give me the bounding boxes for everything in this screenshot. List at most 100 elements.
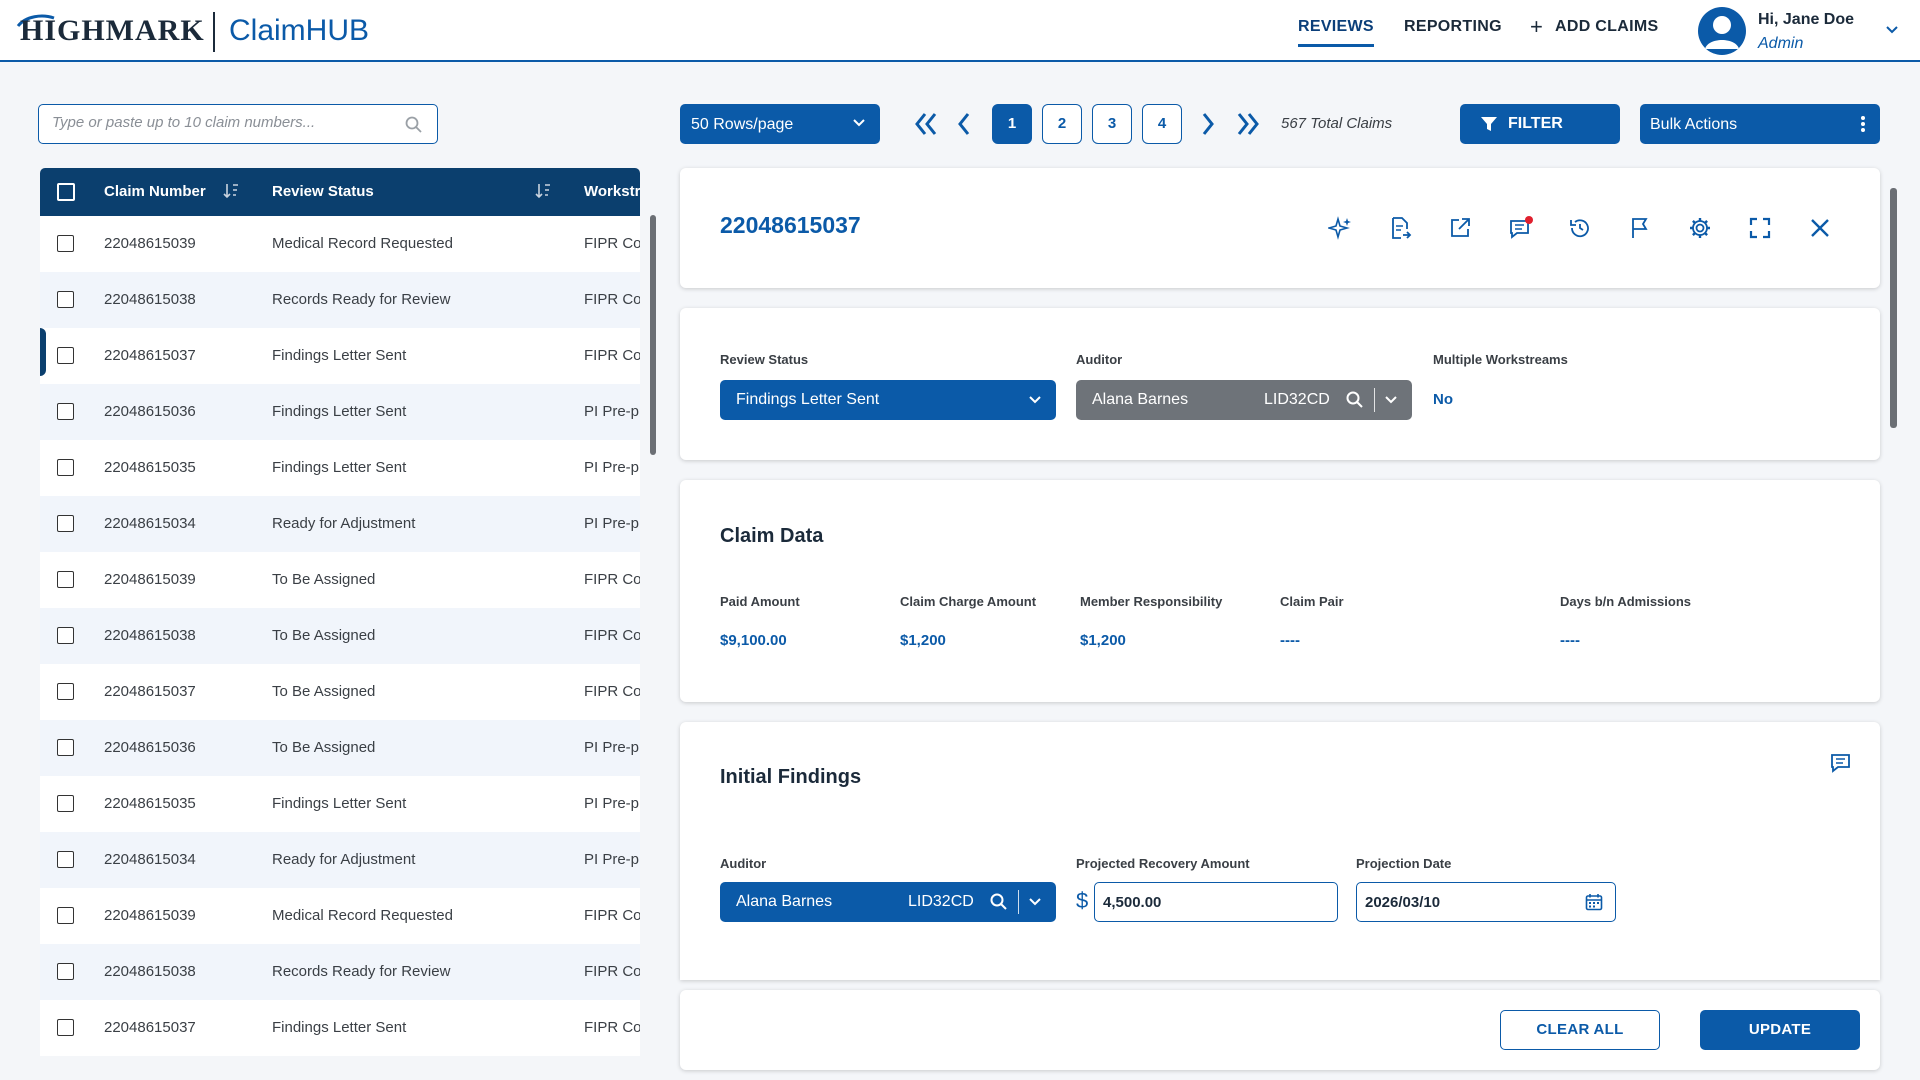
table-row[interactable]: 22048615039 Medical Record Requested FIPR … — [40, 216, 640, 272]
row-checkbox[interactable] — [57, 907, 74, 924]
page-button-2[interactable]: 2 — [1042, 104, 1082, 144]
projection-date-field[interactable] — [1356, 882, 1616, 922]
chevron-down-icon — [853, 119, 865, 127]
projection-date-input[interactable] — [1365, 894, 1515, 911]
table-row[interactable]: 22048615034 Ready for Adjustment PI Pre-p — [40, 496, 640, 552]
list-scrollbar[interactable] — [650, 215, 656, 455]
col-workstream[interactable]: Workstream — [584, 183, 640, 200]
workstream-cell: PI Pre-p — [584, 851, 640, 868]
row-checkbox[interactable] — [57, 795, 74, 812]
page-button-3[interactable]: 3 — [1092, 104, 1132, 144]
first-page-icon[interactable] — [912, 110, 940, 138]
bulk-actions-button[interactable]: Bulk Actions — [1640, 104, 1880, 144]
table-row[interactable]: 22048615038 To Be Assigned FIPR Co — [40, 608, 640, 664]
calendar-icon[interactable] — [1585, 893, 1603, 911]
table-row[interactable]: 22048615036 To Be Assigned PI Pre-p — [40, 720, 640, 776]
row-checkbox[interactable] — [57, 515, 74, 532]
nav-reporting[interactable]: REPORTING — [1404, 18, 1502, 36]
row-checkbox[interactable] — [57, 403, 74, 420]
claim-data-heading: Claim Data — [720, 525, 824, 547]
chevron-down-icon[interactable] — [1028, 897, 1042, 907]
page-button-1[interactable]: 1 — [992, 104, 1032, 144]
projected-recovery-input[interactable] — [1103, 894, 1253, 911]
chevron-down-icon[interactable] — [1884, 24, 1900, 36]
row-checkbox[interactable] — [57, 739, 74, 756]
flag-icon[interactable] — [1628, 216, 1652, 240]
user-avatar[interactable] — [1698, 7, 1746, 55]
comment-icon[interactable] — [1830, 752, 1852, 774]
table-row[interactable]: 22048615038 Records Ready for Review FIPR … — [40, 944, 640, 1000]
filter-button[interactable]: FILTER — [1460, 104, 1620, 144]
chevron-down-icon[interactable] — [1384, 395, 1398, 405]
row-checkbox[interactable] — [57, 683, 74, 700]
fullscreen-icon[interactable] — [1748, 216, 1772, 240]
claim-number-cell: 22048615035 — [104, 459, 196, 476]
history-icon[interactable] — [1568, 216, 1592, 240]
sparkle-ai-icon[interactable] — [1328, 216, 1352, 240]
multiple-workstreams-value: No — [1433, 391, 1453, 408]
table-row[interactable]: 22048615034 Ready for Adjustment PI Pre-p — [40, 832, 640, 888]
member-responsibility-label: Member Responsibility — [1080, 594, 1223, 609]
comments-notification-icon[interactable] — [1508, 216, 1536, 242]
auditor-name: Alana Barnes — [1092, 391, 1189, 408]
clear-all-button[interactable]: CLEAR ALL — [1500, 1010, 1660, 1050]
nav-add-claims[interactable]: + ADD CLAIMS — [1530, 14, 1658, 39]
rows-per-page-select[interactable]: 50 Rows/page — [680, 104, 880, 144]
logo-divider — [213, 12, 215, 52]
row-checkbox[interactable] — [57, 627, 74, 644]
table-row[interactable]: 22048615039 To Be Assigned FIPR Co — [40, 552, 640, 608]
row-checkbox[interactable] — [57, 235, 74, 252]
search-icon[interactable] — [990, 893, 1008, 911]
nav-active-underline — [1298, 44, 1374, 47]
claim-number-cell: 22048615034 — [104, 851, 196, 868]
workstream-cell: PI Pre-p — [584, 795, 640, 812]
review-status-cell: To Be Assigned — [272, 571, 376, 588]
row-checkbox[interactable] — [57, 291, 74, 308]
page-button-4[interactable]: 4 — [1142, 104, 1182, 144]
close-icon[interactable] — [1808, 216, 1832, 240]
sort-icon[interactable] — [222, 182, 240, 200]
row-checkbox[interactable] — [57, 851, 74, 868]
table-row[interactable]: 22048615037 Findings Letter Sent FIPR Co — [40, 328, 640, 384]
currency-symbol: $ — [1076, 888, 1089, 913]
table-row[interactable]: 22048615039 Medical Record Requested FIPR … — [40, 888, 640, 944]
open-external-icon[interactable] — [1448, 216, 1472, 240]
claim-data-card: Claim Data Paid Amount $9,100.00 Claim C… — [680, 480, 1880, 702]
nav-reviews[interactable]: REVIEWS — [1298, 18, 1374, 47]
prev-page-icon[interactable] — [954, 110, 974, 138]
col-review-status[interactable]: Review Status — [272, 183, 374, 200]
sort-icon[interactable] — [534, 182, 552, 200]
table-row[interactable]: 22048615036 Findings Letter Sent PI Pre-p — [40, 384, 640, 440]
claim-number-cell: 22048615038 — [104, 963, 196, 980]
row-checkbox[interactable] — [57, 459, 74, 476]
projected-recovery-field[interactable] — [1094, 882, 1338, 922]
row-checkbox[interactable] — [57, 963, 74, 980]
update-button[interactable]: UPDATE — [1700, 1010, 1860, 1050]
review-status-select[interactable]: Findings Letter Sent — [720, 380, 1056, 420]
last-page-icon[interactable] — [1234, 110, 1262, 138]
search-icon[interactable] — [405, 116, 423, 134]
detail-scrollbar[interactable] — [1890, 188, 1897, 428]
document-export-icon[interactable] — [1388, 216, 1412, 240]
col-claim-number[interactable]: Claim Number — [104, 183, 206, 200]
initial-findings-heading: Initial Findings — [720, 766, 862, 788]
auditor-select[interactable]: Alana Barnes LID32CD — [1076, 380, 1412, 420]
claim-search-input[interactable] — [52, 114, 392, 131]
row-checkbox[interactable] — [57, 1019, 74, 1036]
claim-search-box[interactable] — [38, 104, 438, 144]
table-row[interactable]: 22048615037 To Be Assigned FIPR Co — [40, 664, 640, 720]
table-row[interactable]: 22048615035 Findings Letter Sent PI Pre-p — [40, 776, 640, 832]
row-checkbox[interactable] — [57, 347, 74, 364]
brand-logo[interactable]: HIGHMARK — [20, 14, 205, 47]
search-icon[interactable] — [1346, 391, 1364, 409]
table-row[interactable]: 22048615037 Findings Letter Sent FIPR Co — [40, 1000, 640, 1056]
table-row[interactable]: 22048615035 Findings Letter Sent PI Pre-p — [40, 440, 640, 496]
findings-auditor-select[interactable]: Alana Barnes LID32CD — [720, 882, 1056, 922]
next-page-icon[interactable] — [1198, 110, 1218, 138]
row-checkbox[interactable] — [57, 571, 74, 588]
gear-icon[interactable] — [1688, 216, 1712, 240]
review-status-value: Findings Letter Sent — [736, 391, 880, 408]
workstream-cell: FIPR Co — [584, 907, 640, 924]
select-all-checkbox[interactable] — [57, 183, 75, 201]
table-row[interactable]: 22048615038 Records Ready for Review FIPR … — [40, 272, 640, 328]
